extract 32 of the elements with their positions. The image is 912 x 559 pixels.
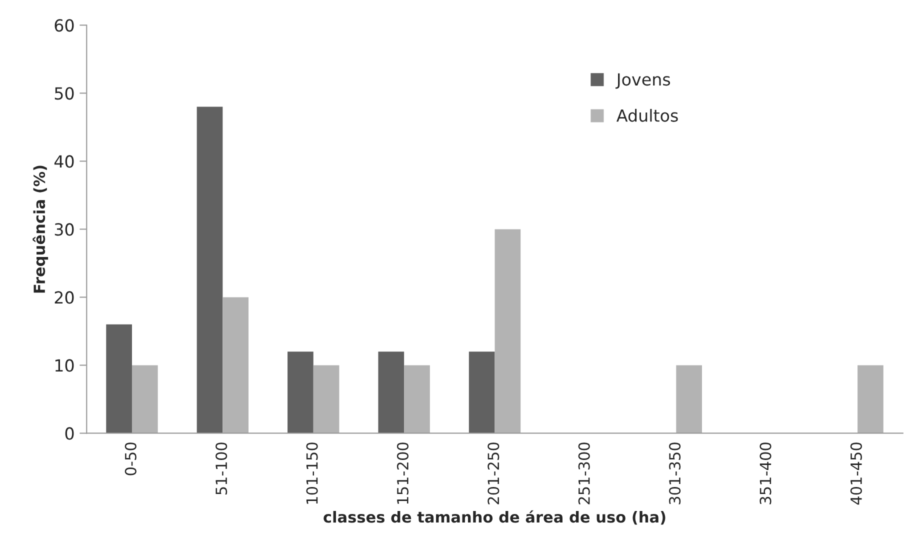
x-tick-label: 101-150 — [306, 442, 318, 504]
x-tick-label: 251-300 — [578, 442, 590, 504]
bar — [222, 297, 249, 434]
y-tick-label: 50 — [54, 87, 74, 100]
x-tick-label: 351-400 — [760, 442, 772, 504]
bar — [858, 365, 884, 434]
y-tick-label: 10 — [55, 359, 74, 372]
bar — [676, 365, 702, 434]
x-tick-label: 51-100 — [216, 442, 228, 494]
bar — [196, 106, 223, 434]
legend-label: Adultos — [616, 108, 678, 122]
bar — [288, 352, 314, 434]
y-tick-label: 60 — [54, 19, 74, 32]
y-tick-label: 30 — [54, 223, 74, 236]
y-tick-label: 20 — [54, 291, 74, 304]
bar — [106, 324, 132, 434]
bar — [132, 365, 158, 434]
x-axis-title: classes de tamanho de área de uso (ha) — [324, 510, 666, 525]
y-axis-title: Frequência (%) — [32, 166, 48, 293]
x-tick-label: 301-350 — [669, 442, 681, 504]
y-tick-label: 40 — [54, 155, 74, 168]
legend-label: Jovens — [616, 73, 670, 89]
bar — [404, 365, 430, 434]
bar — [494, 229, 521, 434]
x-tick-label: 201-250 — [488, 442, 500, 504]
x-tick-label: 0-50 — [124, 442, 136, 476]
bar — [313, 365, 340, 434]
x-tick-label: 151-200 — [396, 442, 408, 504]
bar — [378, 352, 404, 434]
bar — [468, 352, 495, 434]
x-tick-label: 401-450 — [850, 442, 862, 505]
y-tick-label: 0 — [65, 427, 74, 440]
